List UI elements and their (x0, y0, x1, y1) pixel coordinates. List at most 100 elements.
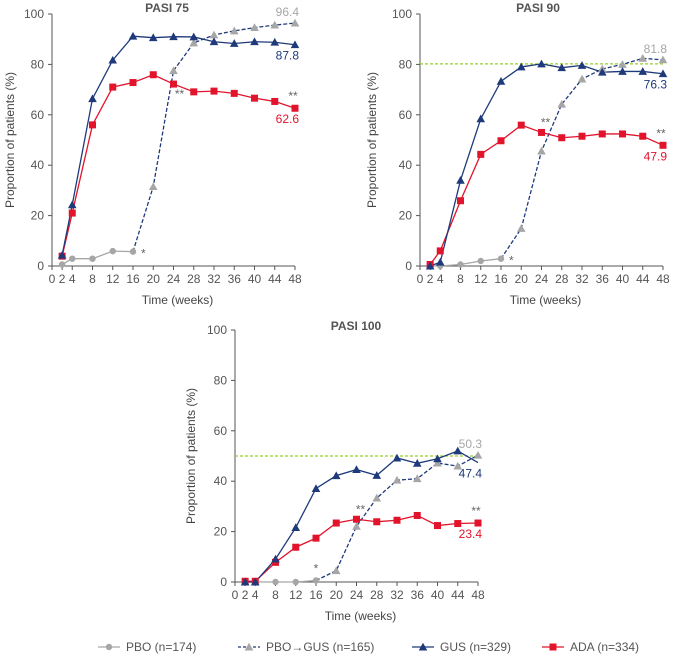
x-tick-label: 20 (515, 272, 529, 286)
legend-item-ada: ADA (n=334) (542, 640, 639, 654)
x-tick-label: 2 (59, 272, 66, 286)
y-tick-label: 40 (214, 474, 228, 488)
data-point-ada (170, 80, 177, 88)
series-line-ada (429, 124, 664, 265)
data-point-pbo (69, 255, 76, 262)
data-point-ada (312, 534, 320, 542)
x-tick-label: 12 (474, 272, 488, 286)
significance-marker: ** (288, 89, 298, 103)
data-point-gus (618, 67, 627, 75)
series-line-ada (245, 514, 479, 582)
data-point-gus (557, 63, 567, 72)
data-point-pbo (292, 578, 299, 586)
x-tick-label: 28 (187, 272, 201, 286)
data-point-ada (230, 89, 238, 97)
data-point-pbo (89, 255, 96, 262)
x-tick-label: 24 (535, 272, 549, 286)
series-line-pbogus (500, 57, 664, 260)
legend-label: PBO (n=174) (126, 640, 196, 654)
data-point-gus (271, 554, 280, 563)
significance-marker: ** (471, 504, 481, 518)
data-point-gus (658, 69, 668, 78)
x-axis-label: Time (weeks) (510, 293, 582, 307)
data-point-ada (598, 130, 606, 138)
x-tick-label: 24 (350, 588, 364, 602)
series-line-gus (245, 450, 479, 583)
end-value-label: 96.4 (276, 5, 300, 19)
significance-marker: ** (356, 502, 366, 516)
data-point-gus (433, 454, 442, 463)
x-tick-label: 16 (309, 588, 323, 602)
x-tick-label: 8 (457, 272, 464, 286)
y-tick-label: 0 (37, 259, 44, 273)
data-point-gus (250, 37, 259, 46)
chart-title: PASI 90 (516, 1, 560, 15)
y-axis-label: Proportion of patients (%) (365, 72, 379, 208)
legend-marker-gus (418, 642, 428, 651)
series-line-ada (61, 74, 296, 257)
significance-marker: * (314, 561, 319, 575)
data-point-ada (578, 132, 586, 140)
x-tick-label: 0 (232, 588, 239, 602)
legend-label: PBO→GUS (n=165) (266, 640, 374, 654)
data-point-gus (291, 523, 301, 532)
data-point-gus (67, 200, 77, 209)
x-tick-label: 4 (252, 588, 259, 602)
data-point-gus (412, 459, 422, 467)
legend-item-pbo: PBO (n=174) (98, 640, 196, 654)
x-tick-label: 8 (272, 588, 279, 602)
y-tick-label: 100 (392, 7, 412, 21)
data-point-pbogus (537, 146, 546, 155)
data-point-ada (353, 515, 360, 523)
y-tick-label: 60 (31, 108, 45, 122)
data-point-pbogus (169, 66, 178, 75)
x-tick-label: 32 (575, 272, 589, 286)
significance-marker: ** (541, 115, 551, 129)
data-point-gus (496, 76, 506, 85)
data-point-pbo (477, 257, 484, 265)
data-point-ada (332, 519, 340, 527)
data-point-gus (352, 465, 361, 474)
x-tick-label: 12 (289, 588, 303, 602)
x-tick-label: 44 (268, 272, 282, 286)
data-point-ada (434, 522, 441, 530)
data-point-gus (476, 114, 486, 123)
data-point-pbo (58, 261, 66, 268)
x-tick-label: 12 (106, 272, 120, 286)
end-value-label: 81.8 (644, 42, 668, 56)
x-tick-label: 44 (451, 588, 465, 602)
data-point-ada (558, 134, 566, 142)
y-tick-label: 20 (399, 209, 413, 223)
data-point-ada (89, 121, 96, 129)
data-point-pbogus (433, 458, 442, 467)
data-point-ada (190, 88, 198, 96)
data-point-pbo (312, 577, 320, 584)
chart-title: PASI 100 (331, 319, 382, 333)
y-axis-label: Proportion of patients (%) (184, 388, 198, 524)
data-point-gus (425, 261, 435, 270)
data-point-pbogus (618, 60, 627, 68)
end-value-label: 62.6 (276, 112, 300, 126)
x-tick-label: 24 (167, 272, 181, 286)
data-point-gus (435, 257, 445, 266)
x-tick-label: 36 (596, 272, 610, 286)
legend: PBO (n=174) PBO→GUS (n=165) GUS (n=329) ADA… (98, 640, 639, 654)
data-point-ada (292, 543, 300, 551)
x-tick-label: 28 (370, 588, 384, 602)
data-point-ada (210, 87, 218, 95)
y-tick-label: 0 (405, 259, 412, 273)
data-point-gus (290, 40, 300, 49)
data-point-pbogus (557, 99, 567, 108)
data-point-ada (373, 518, 381, 526)
data-point-ada (251, 94, 258, 102)
y-axis-label: Proportion of patients (%) (3, 72, 17, 208)
data-point-gus (57, 250, 67, 259)
data-point-ada (271, 97, 279, 105)
data-point-pbogus (290, 18, 300, 27)
x-tick-label: 32 (207, 272, 221, 286)
data-point-pbogus (392, 475, 402, 484)
data-point-pbo (497, 255, 505, 262)
end-value-label: 23.4 (459, 527, 483, 541)
